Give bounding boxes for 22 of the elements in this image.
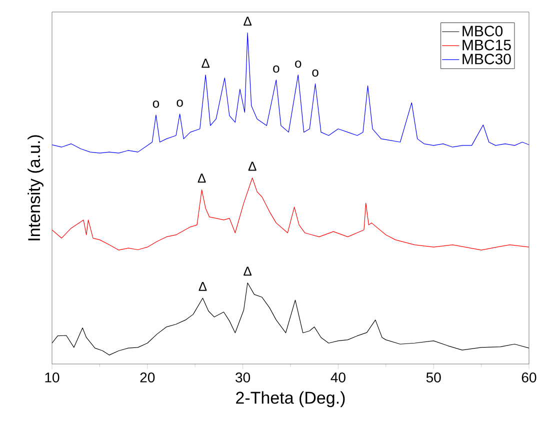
annotation: o <box>312 70 318 77</box>
annotation: Δ <box>198 282 207 291</box>
x-tick-label: 10 <box>45 372 60 382</box>
legend-label: MBC15 <box>462 40 511 50</box>
x-axis-title: 2-Theta (Deg.) <box>236 391 345 408</box>
annotation: o <box>152 100 160 108</box>
x-tick-label: 30 <box>236 372 250 382</box>
x-tick-label: 20 <box>140 372 155 382</box>
annotation: Δ <box>244 266 252 276</box>
x-tick-label: 60 <box>522 372 536 382</box>
annotation: o <box>273 66 280 73</box>
y-axis-title: Intensity (a.u.) <box>28 135 44 240</box>
annotation: Δ <box>248 162 256 171</box>
legend-label: MBC30 <box>462 54 511 64</box>
annotation: o <box>295 60 302 68</box>
annotation: Δ <box>198 174 206 183</box>
annotation: Δ <box>202 58 210 68</box>
annotation: Δ <box>244 16 252 26</box>
x-tick-label: 40 <box>330 372 346 382</box>
x-tick-label: 50 <box>426 372 441 382</box>
legend-label: MBC0 <box>462 26 503 36</box>
annotation: o <box>176 100 183 107</box>
